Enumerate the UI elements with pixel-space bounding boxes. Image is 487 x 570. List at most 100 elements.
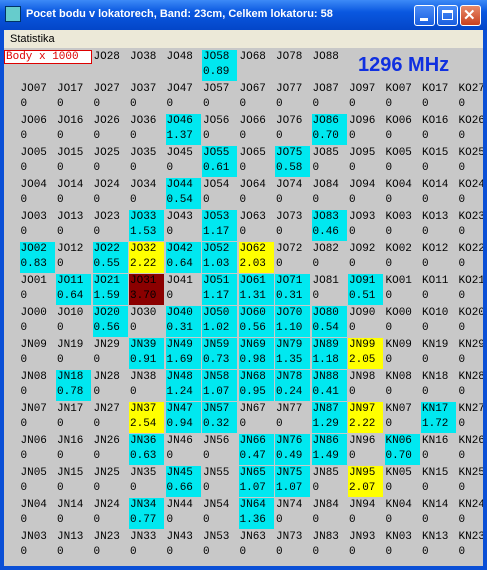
locator-points: 0 <box>276 258 283 270</box>
locator-points: 0 <box>20 386 28 398</box>
locator-name: KN13 <box>422 531 449 543</box>
locator-points: 2.22 <box>130 258 157 270</box>
locator-cell: JN66 0.47 <box>238 434 274 465</box>
locator-name: JN27 <box>93 403 120 415</box>
locator-name: JO12 <box>57 243 84 255</box>
locator-name: KO10 <box>422 307 449 319</box>
locator-points: 0 <box>239 162 247 174</box>
locator-cell: JN28 0 <box>93 370 128 401</box>
locator-points: 2.03 <box>239 258 266 270</box>
locator-cell: JN37 2.54 <box>129 402 164 433</box>
locator-points: 1.72 <box>422 418 449 430</box>
locator-cell: KO21 0 <box>458 274 484 305</box>
locator-points: 0 <box>166 162 174 174</box>
locator-name: JN94 <box>349 499 376 511</box>
locator-name: JN43 <box>166 531 193 543</box>
locator-name: JN67 <box>239 403 266 415</box>
locator-name: JN47 <box>166 403 193 415</box>
locator-name: JO02 <box>20 243 47 255</box>
locator-points: 0.31 <box>276 290 303 302</box>
locator-cell: JO46 1.37 <box>165 114 201 145</box>
locator-cell: KO22 0 <box>458 242 484 273</box>
locator-name: JO05 <box>20 147 47 159</box>
locator-cell: JN23 0 <box>93 530 128 561</box>
locator-points: 0 <box>422 514 429 526</box>
locator-name: JN33 <box>130 531 157 543</box>
locator-name: JO45 <box>166 147 193 159</box>
locator-cell: JO74 0 <box>275 178 310 209</box>
locator-points: 0 <box>239 98 247 110</box>
locator-name: JN57 <box>203 403 230 415</box>
locator-cell: KO05 0 <box>385 146 420 177</box>
locator-name: JO90 <box>349 307 376 319</box>
locator-cell: JO77 0 <box>275 82 310 113</box>
locator-name: 95 <box>4 466 18 481</box>
locator-cell: JO47 0 <box>166 82 201 113</box>
locator-cell: JO71 0.31 <box>275 274 310 305</box>
locator-points: 0 <box>458 546 466 558</box>
locator-points: 0 <box>458 386 466 398</box>
locator-cell: KN26 0 <box>458 434 484 465</box>
menu-item[interactable]: Statistika <box>10 33 55 45</box>
locator-points: 0 <box>4 513 18 528</box>
locator-name: KN05 <box>385 467 412 479</box>
minimize-button[interactable] <box>414 5 435 26</box>
locator-points: 0 <box>57 418 64 430</box>
locator-name: JO37 <box>130 83 157 95</box>
locator-cell: JO07 0 <box>20 82 55 113</box>
locator-name: JN17 <box>57 403 84 415</box>
locator-name: JN65 <box>239 467 266 479</box>
locator-points: 0 <box>422 322 429 334</box>
locator-name: JO94 <box>349 179 376 191</box>
locator-name: JO46 <box>166 115 193 127</box>
locator-cell: JO78 <box>275 50 310 81</box>
locator-cell: JN36 0.63 <box>129 434 164 465</box>
locator-cell: JO52 1.03 <box>202 242 237 273</box>
locator-name: JN05 <box>20 467 47 479</box>
locator-cell: JN95 2.07 <box>348 466 383 497</box>
locator-cell: JO31 3.70 <box>129 274 164 305</box>
locator-cell: JN57 0.32 <box>202 402 237 433</box>
locator-cell: JO90 0 <box>348 306 383 337</box>
locator-name: KN09 <box>385 339 412 351</box>
locator-cell: JN19 0 <box>56 338 91 369</box>
locator-cell: KN04 0 <box>385 498 420 529</box>
locator-cell: JN35 0 <box>129 466 164 497</box>
locator-name: JN76 <box>276 435 303 447</box>
locator-name: JN04 <box>20 499 47 511</box>
locator-points: 0 <box>239 194 247 206</box>
maximize-button[interactable] <box>437 5 458 26</box>
locator-name: JO54 <box>203 179 230 191</box>
close-button[interactable]: ✕ <box>460 5 481 26</box>
locator-points: 0 <box>130 322 137 334</box>
locator-points: 0 <box>349 322 356 334</box>
locator-cell: JO36 0 <box>129 114 164 145</box>
locator-grid: Body x 1000 1296 MHz JO28 JO38 JO48 JO58 0.8… <box>4 48 483 566</box>
locator-cell: JO55 0.61 <box>202 146 237 177</box>
locator-points: 0 <box>93 482 101 494</box>
locator-cell: JO67 0 <box>239 82 274 113</box>
locator-cell: KO17 0 <box>421 82 456 113</box>
locator-points: 0 <box>458 162 466 174</box>
locator-name: JN35 <box>130 467 157 479</box>
locator-points: 2.22 <box>349 418 376 430</box>
locator-name: JN66 <box>239 435 266 447</box>
locator-cell: KO00 0 <box>385 306 420 337</box>
locator-points: 1.02 <box>203 322 230 334</box>
locator-name: JO14 <box>57 179 84 191</box>
locator-cell: KN16 0 <box>421 434 456 465</box>
locator-points: 0 <box>276 546 283 558</box>
locator-cell: JO42 0.64 <box>165 242 201 273</box>
locator-points: 1.17 <box>203 226 230 238</box>
locator-cell: JO94 0 <box>348 178 383 209</box>
locator-points: 0 <box>385 98 393 110</box>
locator-points: 0 <box>20 194 28 206</box>
locator-points: 0 <box>4 225 18 240</box>
locator-points: 0 <box>422 386 429 398</box>
locator-name: KO27 <box>458 83 484 95</box>
locator-cell: 940 <box>4 178 18 209</box>
locator-name: JO58 <box>203 51 230 63</box>
locator-points: 0 <box>20 130 28 142</box>
locator-name: JN55 <box>203 467 230 479</box>
locator-name: KN29 <box>458 339 484 351</box>
